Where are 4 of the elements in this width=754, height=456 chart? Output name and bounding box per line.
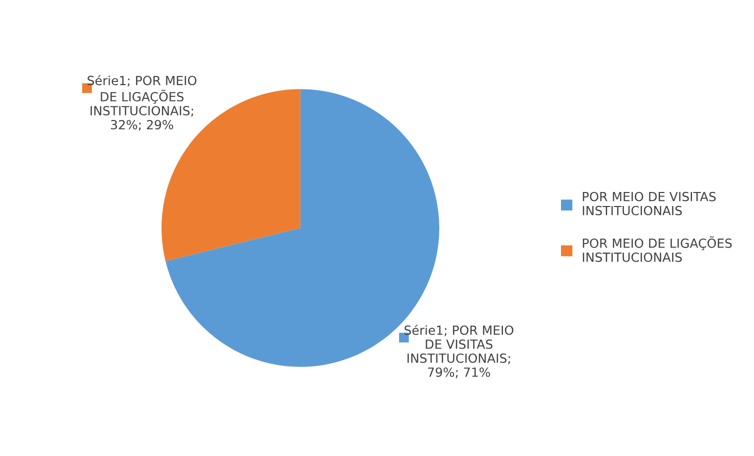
data-label: Série1; POR MEIO DE LIGAÇÕES INSTITUCIONAIS; 32%; 29% xyxy=(88,75,196,131)
legend-label: POR MEIO DE LIGAÇÕES INSTITUCIONAIS xyxy=(582,236,732,262)
legend-label: POR MEIO DE VISITAS INSTITUCIONAIS xyxy=(582,192,716,216)
data-label: Série1; POR MEIO DE VISITAS INSTITUCIONAIS; 79%; 71% xyxy=(404,324,514,378)
